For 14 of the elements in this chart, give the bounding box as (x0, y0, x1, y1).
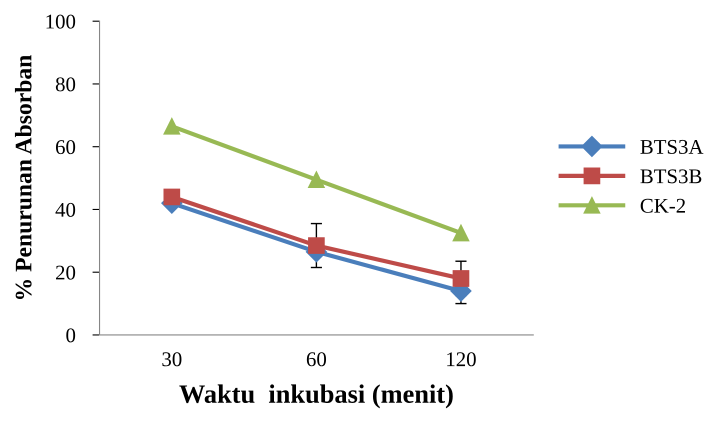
y-tick-label: 60 (56, 140, 76, 154)
x-tick-label: 30 (162, 352, 182, 366)
x-tick-label: 120 (447, 352, 476, 366)
y-tick-label: 100 (46, 14, 76, 29)
legend-label: CK-2 (640, 198, 685, 213)
y-tick-label: 20 (56, 266, 76, 280)
y-tick-label: 40 (56, 202, 76, 217)
x-axis-title: Waktu inkubasi (menit) (179, 384, 453, 408)
y-axis-title: % Penurunan Absorban (14, 55, 32, 299)
x-tick-label: 60 (306, 352, 326, 366)
y-tick-label: 0 (66, 328, 76, 342)
legend-label: BTS3A (640, 140, 704, 154)
legend-label: BTS3B (640, 169, 702, 184)
y-tick-label: 80 (56, 77, 76, 92)
